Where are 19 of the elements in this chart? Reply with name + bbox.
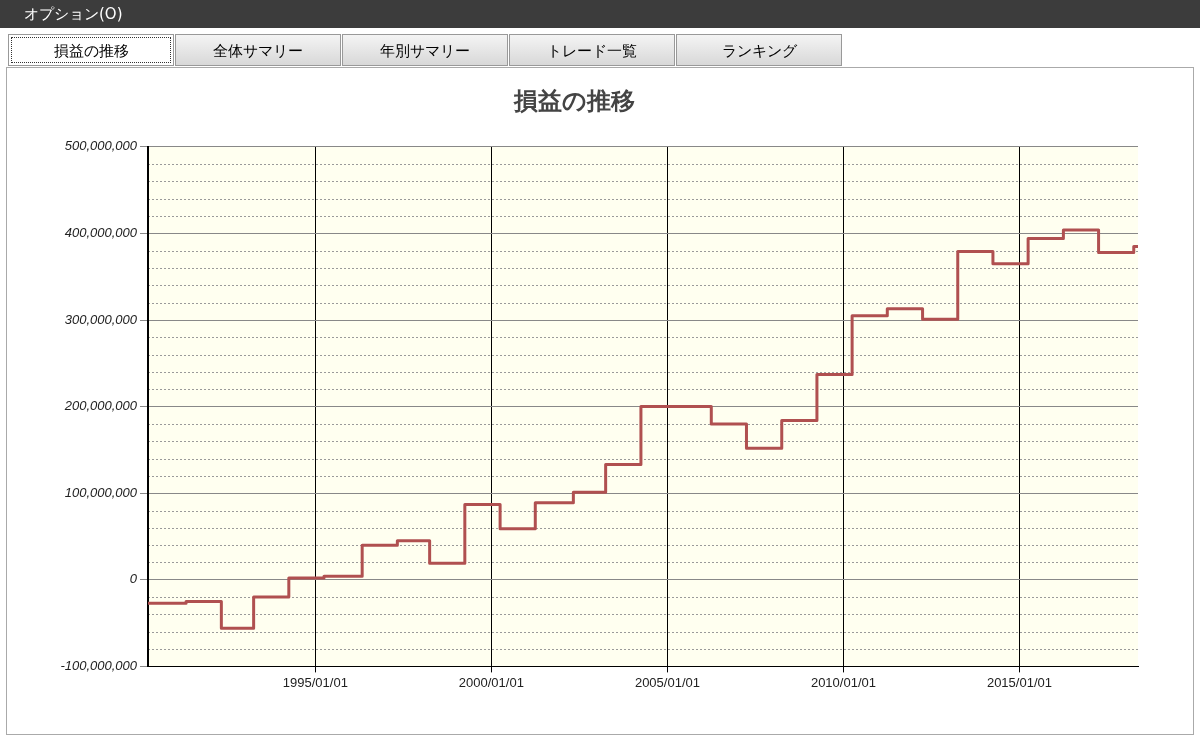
text: オプション(O) — [0, 0, 1200, 28]
x-tick-label: 2010/01/01 — [810, 674, 876, 690]
text: 損益の推移 — [8, 34, 174, 66]
y-tick-label: 200,000,000 — [63, 398, 138, 414]
text: 年別サマリー — [342, 34, 508, 66]
x-tick-label: 2015/01/01 — [986, 674, 1052, 690]
x-tick-label: 1995/01/01 — [282, 674, 348, 690]
y-tick-label: 0 — [129, 571, 138, 587]
text: ランキング — [676, 34, 842, 66]
y-tick-label: 100,000,000 — [64, 484, 138, 500]
y-tick-label: 500,000,000 — [64, 138, 138, 154]
x-tick-label: 2000/01/01 — [458, 674, 524, 690]
y-tick-label: 400,000,000 — [64, 225, 138, 241]
chart-title: 損益の推移 — [512, 86, 635, 115]
text: 全体サマリー — [175, 34, 341, 66]
x-tick-label: 2005/01/01 — [634, 674, 700, 690]
y-tick-label: 300,000,000 — [64, 311, 138, 327]
text: トレード一覧 — [509, 34, 675, 66]
y-tick-label: -100,000,000 — [60, 658, 138, 674]
